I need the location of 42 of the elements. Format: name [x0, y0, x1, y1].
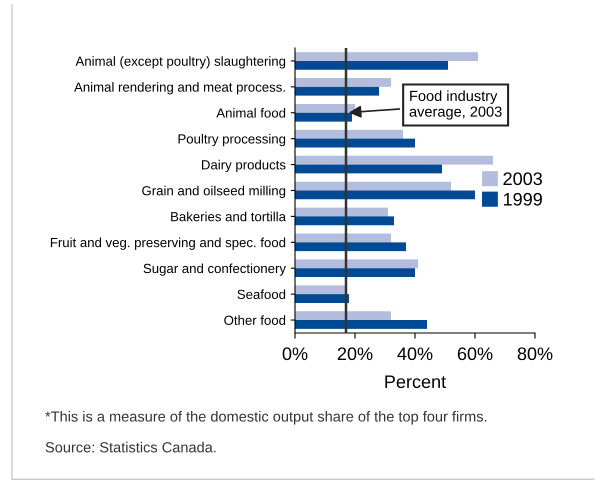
- x-tick-label: 20%: [338, 347, 372, 360]
- y-tick-label: Animal food: [216, 108, 286, 118]
- bar: [295, 52, 478, 61]
- bar: [295, 242, 406, 252]
- bar: [295, 259, 418, 268]
- x-tick-label: 60%: [458, 347, 492, 360]
- ref-line-label: Food industry average, 2003: [410, 90, 502, 120]
- y-tick-label: Other food: [224, 315, 286, 325]
- x-tick-label: 0%: [282, 347, 308, 360]
- bar: [295, 268, 415, 278]
- bar: [295, 164, 442, 174]
- x-axis-title: Percent: [385, 375, 446, 388]
- y-tick-label: Poultry processing: [178, 134, 286, 146]
- bar: [295, 86, 379, 96]
- bar: [295, 156, 493, 165]
- source-note: Source: Statistics Canada.: [46, 442, 216, 452]
- bar: [295, 60, 448, 70]
- bar: [295, 182, 451, 190]
- x-tick-label: 80%: [518, 347, 552, 360]
- legend-label: 2003: [503, 172, 542, 186]
- bar: [295, 311, 391, 320]
- bar: [295, 138, 415, 148]
- y-tick-label: Dairy products: [202, 160, 286, 172]
- bar: [295, 78, 391, 87]
- y-tick-label: Grain and oilseed milling: [142, 186, 286, 198]
- y-tick-label: Sugar and confectionery: [144, 263, 286, 276]
- bar: [295, 190, 475, 200]
- bar: [295, 216, 394, 226]
- y-tick-label: Animal (except poultry) slaughtering: [76, 56, 286, 68]
- bar: [295, 320, 427, 329]
- bar: [295, 294, 349, 303]
- y-tick-label: Animal rendering and meat process.: [74, 82, 285, 94]
- bar: [295, 130, 403, 139]
- y-tick-label: Bakeries and tortilla: [171, 212, 286, 222]
- x-tick-label: 40%: [397, 347, 432, 360]
- bar: [295, 208, 388, 216]
- y-tick-label: Seafood: [237, 289, 286, 300]
- y-tick-label: Fruit and veg. preserving and spec. food: [50, 238, 286, 250]
- bar: [295, 234, 391, 242]
- text: *This is a measure of the domestic output share of the top four firms.: [45, 410, 486, 425]
- bar: [295, 285, 346, 294]
- legend-label: 1999: [504, 192, 542, 206]
